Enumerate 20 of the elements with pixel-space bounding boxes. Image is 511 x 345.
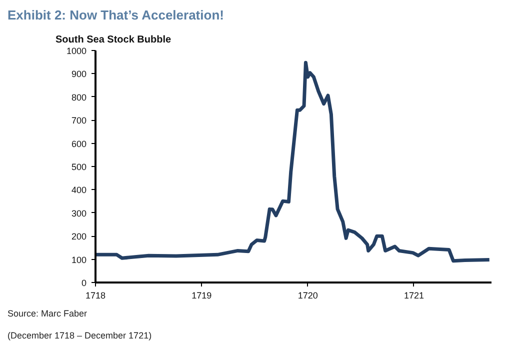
y-tick-label: 900 (71, 69, 87, 80)
y-tick-label: 700 (71, 116, 87, 126)
source-note: Source: Marc Faber (8, 308, 88, 318)
y-tick-label: 200 (71, 232, 87, 242)
chart-title: Exhibit 2: Now That’s Acceleration! (8, 8, 224, 22)
x-tick-label: 1720 (298, 290, 318, 300)
line-series (96, 60, 492, 263)
y-tick-label: 300 (71, 208, 87, 218)
y-tick-label: 400 (71, 185, 87, 196)
x-tick-label: 1718 (85, 290, 106, 300)
x-tick-label: 1721 (404, 290, 424, 300)
x-tick-label: 1719 (192, 290, 212, 300)
y-tick-label: 0 (81, 278, 87, 288)
y-tick-label: 100 (71, 254, 87, 265)
y-tick-label: 500 (71, 162, 87, 172)
y-tick-label: 800 (71, 92, 87, 102)
text: (December 1718 – December 1721) (8, 330, 152, 340)
y-tick-label: 600 (71, 138, 87, 149)
chart-subtitle: South Sea Stock Bubble (56, 34, 172, 46)
y-tick-label: 1000 (66, 46, 87, 56)
